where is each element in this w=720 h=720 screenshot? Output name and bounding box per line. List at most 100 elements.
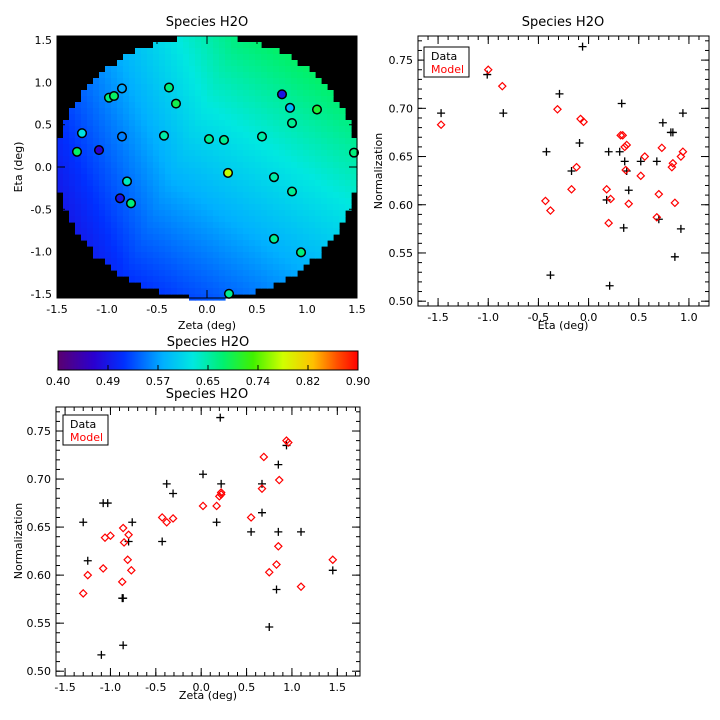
map-field-cell bbox=[141, 198, 148, 205]
map-field-cell bbox=[207, 246, 214, 253]
map-field-cell bbox=[195, 132, 202, 139]
map-field-cell bbox=[249, 192, 256, 199]
map-field-cell bbox=[267, 90, 274, 97]
map-field-cell bbox=[237, 222, 244, 229]
map-field-cell bbox=[285, 264, 292, 271]
map-field-cell bbox=[261, 78, 268, 85]
map-field-cell bbox=[327, 192, 334, 199]
map-field-cell bbox=[339, 138, 346, 145]
map-field-cell bbox=[273, 180, 280, 187]
map-field-cell bbox=[135, 108, 142, 115]
map-field-cell bbox=[321, 102, 328, 109]
map-field-cell bbox=[165, 288, 172, 295]
map-field-cell bbox=[279, 84, 286, 91]
map-field-cell bbox=[291, 252, 298, 259]
map-field-cell bbox=[93, 96, 100, 103]
map-field-cell bbox=[321, 162, 328, 169]
map-field-cell bbox=[165, 282, 172, 289]
zeta-data-point bbox=[328, 566, 337, 575]
map-field-cell bbox=[189, 186, 196, 193]
map-field-cell bbox=[63, 144, 70, 151]
map-field-cell bbox=[273, 72, 280, 79]
map-field-cell bbox=[297, 228, 304, 235]
map-field-cell bbox=[105, 138, 112, 145]
map-field-cell bbox=[147, 174, 154, 181]
map-field-cell bbox=[207, 48, 214, 55]
map-field-cell bbox=[333, 192, 340, 199]
map-field-cell bbox=[207, 228, 214, 235]
map-field-cell bbox=[141, 216, 148, 223]
map-field-cell bbox=[195, 78, 202, 85]
map-measurement-point bbox=[163, 82, 175, 93]
map-field-cell bbox=[213, 180, 220, 187]
map-field-cell bbox=[201, 150, 208, 157]
map-field-cell bbox=[261, 114, 268, 121]
map-field-cell bbox=[231, 132, 238, 139]
map-field-cell bbox=[261, 186, 268, 193]
map-field-cell bbox=[81, 90, 88, 97]
eta-model-point bbox=[654, 189, 664, 199]
map-field-cell bbox=[321, 126, 328, 133]
map-field-cell bbox=[219, 276, 226, 283]
map-field-cell bbox=[117, 60, 124, 67]
zeta-model-point bbox=[198, 501, 208, 511]
zeta-data-point bbox=[83, 556, 92, 565]
map-field-cell bbox=[297, 66, 304, 73]
map-field-cell bbox=[171, 84, 178, 91]
map-field-cell bbox=[339, 186, 346, 193]
map-field-cell bbox=[141, 192, 148, 199]
map-field-cell bbox=[327, 156, 334, 163]
map-field-cell bbox=[81, 198, 88, 205]
map-field-cell bbox=[327, 174, 334, 181]
eta-plot-area bbox=[417, 35, 710, 307]
map-field-cell bbox=[153, 102, 160, 109]
map-field-cell bbox=[135, 270, 142, 277]
map-field-cell bbox=[87, 168, 94, 175]
zeta-model-point bbox=[118, 523, 128, 533]
map-field-cell bbox=[183, 210, 190, 217]
map-field-cell bbox=[201, 168, 208, 175]
map-field-cell bbox=[135, 126, 142, 133]
map-field-cell bbox=[225, 246, 232, 253]
map-field-cell bbox=[327, 108, 334, 115]
map-field-cell bbox=[69, 144, 76, 151]
map-field-cell bbox=[231, 90, 238, 97]
map-field-cell bbox=[309, 186, 316, 193]
map-field-cell bbox=[291, 150, 298, 157]
map-field-cell bbox=[303, 156, 310, 163]
map-field-cell bbox=[297, 168, 304, 175]
map-field-cell bbox=[153, 186, 160, 193]
map-field-cell bbox=[123, 120, 130, 127]
map-field-cell bbox=[219, 228, 226, 235]
map-field-cell bbox=[147, 78, 154, 85]
map-field-cell bbox=[153, 222, 160, 229]
map-field-cell bbox=[309, 96, 316, 103]
map-field-cell bbox=[99, 114, 106, 121]
map-field-cell bbox=[351, 174, 358, 181]
map-field-cell bbox=[141, 228, 148, 235]
map-field-cell bbox=[321, 156, 328, 163]
map-field-cell bbox=[291, 228, 298, 235]
map-field-cell bbox=[153, 174, 160, 181]
map-field-cell bbox=[273, 246, 280, 253]
map-field-cell bbox=[315, 144, 322, 151]
eta-data-point bbox=[575, 139, 584, 148]
map-field-cell bbox=[261, 60, 268, 67]
map-field-cell bbox=[177, 192, 184, 199]
map-field-cell bbox=[147, 180, 154, 187]
map-field-cell bbox=[93, 156, 100, 163]
map-field-cell bbox=[135, 150, 142, 157]
eta-data-point bbox=[622, 167, 631, 175]
zeta-data-point bbox=[119, 594, 128, 603]
map-field-cell bbox=[165, 66, 172, 73]
map-field-cell bbox=[75, 156, 82, 163]
map-field-cell bbox=[105, 192, 112, 199]
map-field-cell bbox=[111, 156, 118, 163]
map-field-cell bbox=[183, 234, 190, 241]
map-field-cell bbox=[219, 258, 226, 265]
map-field-cell bbox=[249, 162, 256, 169]
map-field-cell bbox=[291, 126, 298, 133]
map-field-cell bbox=[87, 138, 94, 145]
map-field-cell bbox=[225, 78, 232, 85]
map-field-cell bbox=[171, 108, 178, 115]
